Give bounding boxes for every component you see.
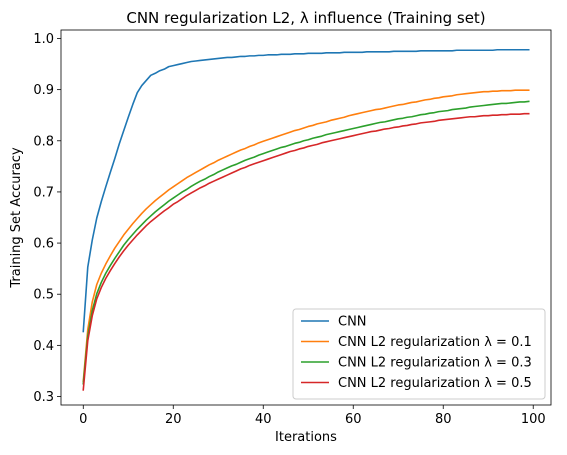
y-tick-label: 0.7 (33, 185, 54, 200)
legend-label: CNN (338, 315, 367, 330)
y-tick-label: 1.0 (33, 32, 54, 47)
y-axis-label: Training Set Accuracy (9, 147, 24, 289)
y-tick-label: 0.5 (33, 288, 54, 303)
legend-label: CNN L2 regularization λ = 0.5 (338, 376, 532, 391)
legend: CNN CNN L2 regularization λ = 0.1 CNN L2 r… (292, 308, 546, 400)
axis-ticks: 0 20 40 60 80 100 0.3 0.4 0.5 0.6 0.7 0.8 0.9 1.0 (33, 32, 545, 427)
y-tick-label: 0.8 (33, 134, 54, 149)
plot-area (82, 48, 530, 391)
y-tick-label: 0.3 (33, 390, 54, 405)
series-line-2 (82, 89, 530, 383)
y-tick-label: 0.6 (33, 237, 54, 252)
x-tick-label: 40 (255, 412, 272, 427)
x-tick-label: 0 (79, 412, 87, 427)
chart-title: CNN regularization L2, λ influence (Trai… (126, 9, 485, 27)
x-axis-label: Iterations (275, 430, 337, 445)
series-line-1 (82, 48, 530, 333)
series-line-4 (82, 112, 530, 391)
series-line-3 (82, 100, 530, 385)
legend-label: CNN L2 regularization λ = 0.3 (338, 356, 532, 371)
y-tick-label: 0.4 (33, 339, 54, 354)
y-tick-label: 0.9 (33, 83, 54, 98)
x-tick-label: 80 (435, 412, 452, 427)
x-tick-label: 100 (521, 412, 546, 427)
x-tick-label: 60 (345, 412, 362, 427)
x-tick-label: 20 (165, 412, 182, 427)
plot-frame (60, 29, 552, 406)
legend-box (292, 308, 546, 400)
legend-label: CNN L2 regularization λ = 0.1 (338, 335, 532, 350)
